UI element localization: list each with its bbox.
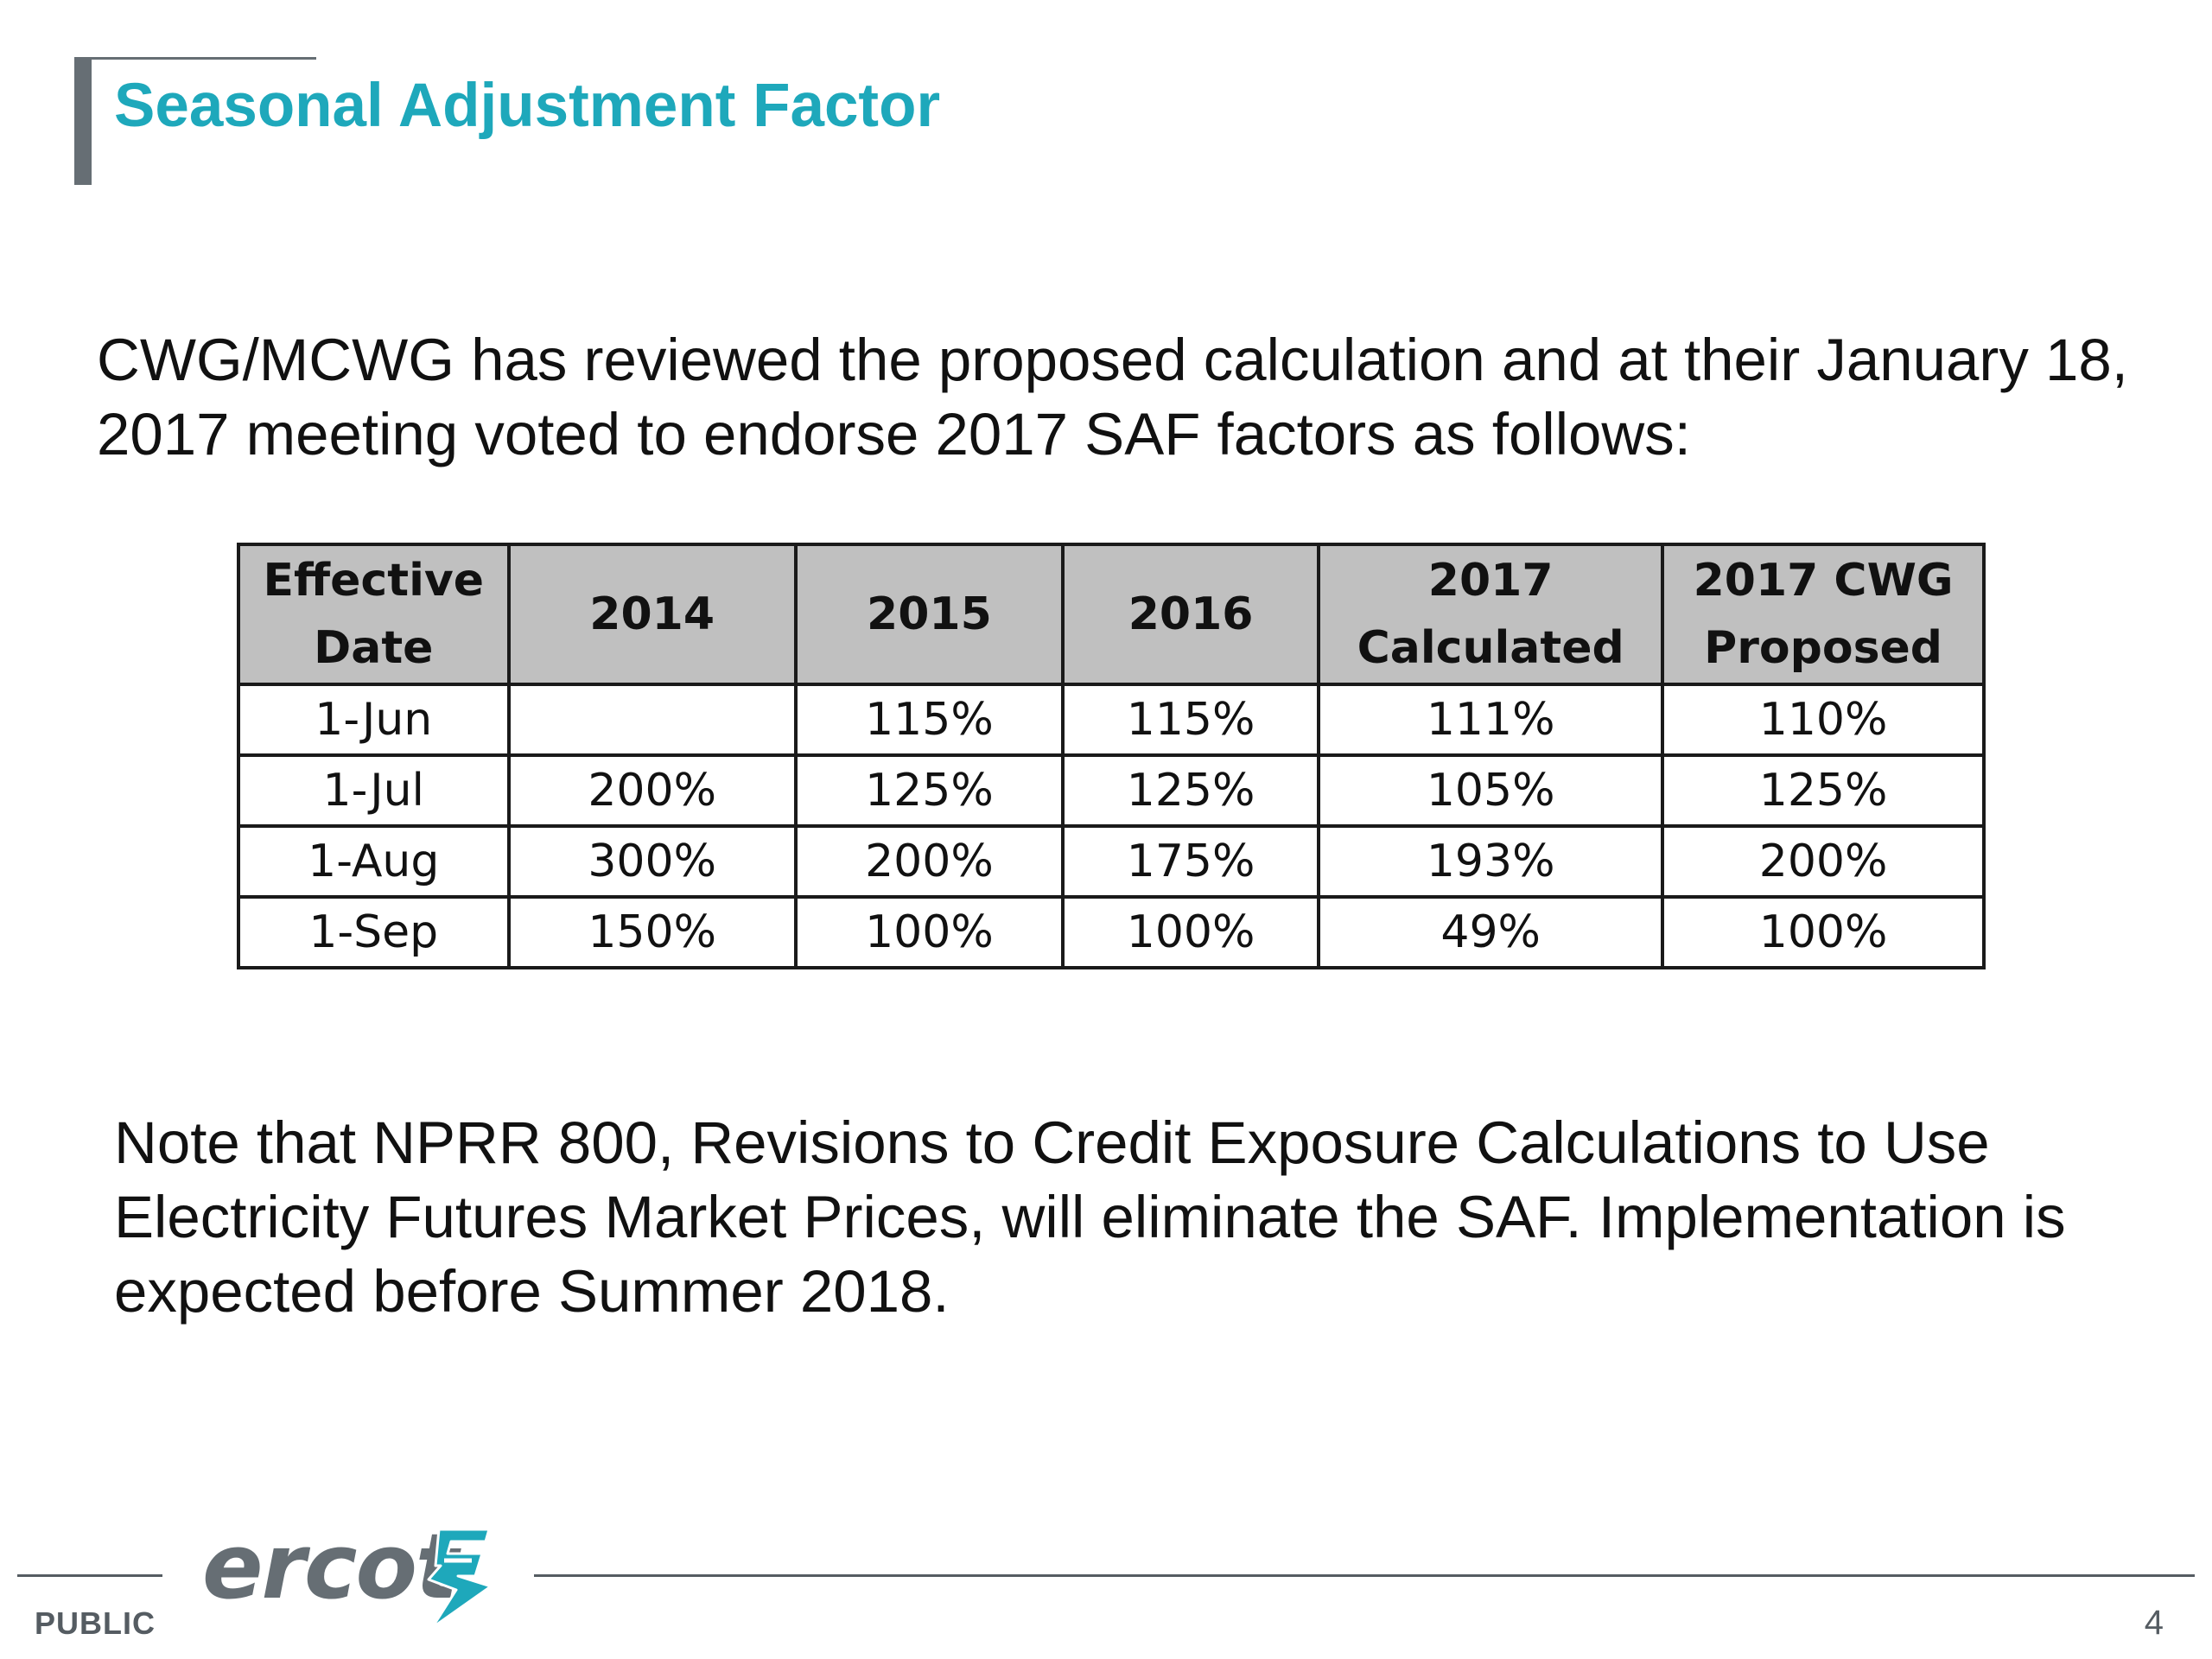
table-cell: 1-Jul xyxy=(237,753,511,828)
table-cell: 115% xyxy=(1061,683,1321,757)
table-cell: 125% xyxy=(1061,753,1321,828)
table-cell: 125% xyxy=(793,753,1065,828)
title-accent-line xyxy=(74,57,316,60)
table-cell: 100% xyxy=(1061,895,1321,969)
header-2017-calculated: 2017 Calculated xyxy=(1317,543,1665,686)
header-effective-date: Effective Date xyxy=(237,543,511,686)
page-number: 4 xyxy=(2144,1604,2164,1642)
table-cell: 100% xyxy=(1661,895,1986,969)
saf-table: Effective Date 2014 2015 2016 2017 Calcula… xyxy=(237,543,1986,969)
table-cell: 115% xyxy=(793,683,1065,757)
footer-divider-left xyxy=(17,1574,162,1577)
table-header-row: Effective Date 2014 2015 2016 2017 Calcula… xyxy=(237,543,1986,686)
table-cell: 110% xyxy=(1661,683,1986,757)
table-cell: 175% xyxy=(1061,824,1321,899)
table-cell: 200% xyxy=(506,753,798,828)
table-cell: 49% xyxy=(1317,895,1665,969)
header-2015: 2015 xyxy=(793,543,1065,686)
table-cell: 1-Jun xyxy=(237,683,511,757)
table-cell: 105% xyxy=(1317,753,1665,828)
table-cell: 111% xyxy=(1317,683,1665,757)
table-row: 1-Sep 150% 100% 100% 49% 100% xyxy=(237,895,1986,969)
header-2016: 2016 xyxy=(1061,543,1321,686)
table-cell: 150% xyxy=(506,895,798,969)
footer-divider-right xyxy=(534,1574,2195,1577)
table-row: 1-Aug 300% 200% 175% 193% 200% xyxy=(237,824,1986,899)
table-cell xyxy=(506,683,798,757)
table-cell: 200% xyxy=(1661,824,1986,899)
table-cell: 125% xyxy=(1661,753,1986,828)
table-cell: 100% xyxy=(793,895,1065,969)
table-cell: 1-Sep xyxy=(237,895,511,969)
table-cell: 1-Aug xyxy=(237,824,511,899)
table-cell: 300% xyxy=(506,824,798,899)
table-row: 1-Jul 200% 125% 125% 105% 125% xyxy=(237,753,1986,828)
table-cell: 193% xyxy=(1317,824,1665,899)
table-row: 1-Jun 115% 115% 111% 110% xyxy=(237,683,1986,757)
title-accent-bar xyxy=(74,57,92,185)
header-2017-cwg-proposed: 2017 CWG Proposed xyxy=(1661,543,1986,686)
classification-label: PUBLIC xyxy=(35,1605,156,1641)
logo-wordmark: ercot xyxy=(202,1514,459,1619)
table-cell: 200% xyxy=(793,824,1065,899)
note-paragraph: Note that NPRR 800, Revisions to Credit … xyxy=(114,1109,2066,1325)
ercot-logo: ercot xyxy=(202,1514,513,1635)
header-2014: 2014 xyxy=(506,543,798,686)
ercot-lightning-logo-icon xyxy=(427,1528,493,1630)
intro-paragraph: CWG/MCWG has reviewed the proposed calcu… xyxy=(97,327,2128,467)
slide-title: Seasonal Adjustment Factor xyxy=(114,72,941,140)
